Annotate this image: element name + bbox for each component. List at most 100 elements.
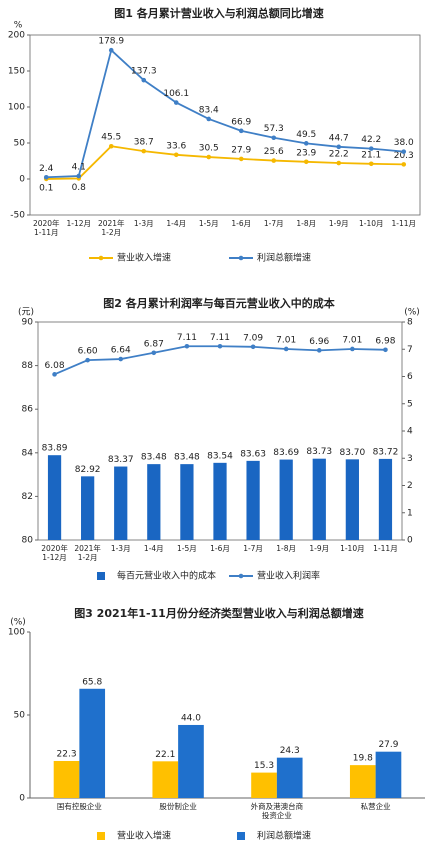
x-tick-label: 1-6月 xyxy=(210,544,230,553)
y2-tick-label: 5 xyxy=(407,399,413,409)
bar xyxy=(276,757,303,798)
x-tick-label-box: 1-9月 xyxy=(329,219,349,228)
bar xyxy=(375,751,402,798)
legend-label: 营业收入增速 xyxy=(117,252,171,264)
y-tick-label: 200 xyxy=(8,31,25,41)
data-label: 83.54 xyxy=(207,451,233,461)
x-tick-label-box: 1-10月 xyxy=(358,219,384,228)
point xyxy=(271,158,277,163)
chart-title: 图2 各月累计利润率与每百元营业收入中的成本 xyxy=(103,296,334,310)
point xyxy=(173,100,179,105)
x-tick-label: 2021年 1-2月 xyxy=(97,219,125,237)
data-label: 44.0 xyxy=(181,713,201,723)
bar xyxy=(279,459,293,540)
x-tick-label: 1-10月 xyxy=(358,219,384,228)
bar xyxy=(79,688,106,798)
data-label: 38.7 xyxy=(134,138,154,148)
x-tick-label: 1-8月 xyxy=(296,219,317,228)
x-tick-label: 1-7月 xyxy=(263,219,284,228)
x-tick-label-box: 私营企业 xyxy=(360,802,391,811)
data-label: 7.11 xyxy=(177,333,197,343)
data-label: 66.9 xyxy=(231,117,251,127)
x-tick-label: 1-5月 xyxy=(177,544,197,553)
data-label: 83.72 xyxy=(373,447,399,457)
y2-tick-label: 1 xyxy=(407,508,413,518)
data-label: 0.1 xyxy=(39,183,53,193)
y-tick-label: 88 xyxy=(22,361,34,371)
data-label: 83.69 xyxy=(273,448,299,458)
point xyxy=(303,141,309,146)
legend-swatch xyxy=(237,832,245,840)
bar xyxy=(147,464,161,540)
point xyxy=(206,116,212,122)
legend-label: 营业收入增速 xyxy=(117,830,171,842)
data-label: 83.70 xyxy=(339,448,365,458)
data-label: 22.3 xyxy=(57,749,77,759)
data-label: 27.9 xyxy=(378,740,398,750)
data-label: 45.5 xyxy=(101,133,121,143)
x-tick-label: 股份制企业 xyxy=(159,802,197,811)
data-label: 24.3 xyxy=(280,746,300,756)
data-label: 23.9 xyxy=(296,148,316,158)
point xyxy=(336,144,342,150)
y-tick-label: 80 xyxy=(22,536,34,546)
x-tick-label: 1-6月 xyxy=(231,219,252,228)
data-label: 15.3 xyxy=(254,761,274,771)
x-tick-label-box: 1-9月 xyxy=(309,544,330,553)
x-tick-label: 私营企业 xyxy=(360,802,391,811)
legend-dot xyxy=(238,255,244,261)
bar xyxy=(213,462,227,540)
legend-dot xyxy=(98,255,104,261)
legend-dot xyxy=(238,573,244,579)
data-label: 7.01 xyxy=(276,335,296,345)
x-tick-label-box: 1-6月 xyxy=(210,544,230,553)
bar xyxy=(312,458,326,540)
bar xyxy=(114,466,128,540)
data-label: 21.1 xyxy=(361,150,381,160)
data-label: 2.4 xyxy=(39,164,54,174)
point xyxy=(141,148,147,154)
point xyxy=(368,161,374,167)
point xyxy=(250,344,256,350)
y2-tick-label: 7 xyxy=(407,345,413,355)
plot-frame xyxy=(29,34,421,216)
legend-swatch xyxy=(97,832,105,840)
x-tick-label-box: 2020年 1-11月 xyxy=(33,219,60,237)
point xyxy=(383,347,388,353)
x-tick-label: 1-9月 xyxy=(309,544,330,553)
data-label: 7.11 xyxy=(210,333,230,343)
y2-tick-label: 4 xyxy=(407,427,413,437)
x-tick-label: 2021年 1-2月 xyxy=(74,544,101,562)
data-label: 25.6 xyxy=(264,147,284,157)
x-tick-label-box: 1-6月 xyxy=(231,219,252,228)
x-tick-label: 1-8月 xyxy=(276,544,297,553)
data-label: 42.2 xyxy=(361,135,381,145)
data-label: 106.1 xyxy=(163,89,189,99)
point xyxy=(401,162,407,167)
line xyxy=(46,48,404,179)
y-tick-label: 84 xyxy=(22,448,34,458)
y2-tick-label: 3 xyxy=(407,454,413,464)
y-axis-label: (%) xyxy=(10,618,26,628)
bar xyxy=(47,455,62,540)
data-label: 22.1 xyxy=(155,750,175,760)
point xyxy=(151,350,157,356)
x-tick-label-box: 股份制企业 xyxy=(159,802,197,811)
x-tick-label-box: 1-12月 xyxy=(66,219,91,228)
bar xyxy=(180,464,194,540)
y-tick-label: 100 xyxy=(8,103,25,113)
chart-title: 图1 各月累计营业收入与利润总额同比增速 xyxy=(114,6,323,20)
x-tick-label-box: 1-3月 xyxy=(111,544,131,553)
data-label: 6.96 xyxy=(309,337,329,347)
x-tick-label-box: 1-7月 xyxy=(243,544,263,553)
bar xyxy=(178,724,204,798)
bar xyxy=(349,765,376,798)
point xyxy=(108,143,114,149)
point xyxy=(336,160,342,166)
data-label: 6.08 xyxy=(45,361,65,371)
y2-tick-label: 6 xyxy=(407,372,413,382)
y-tick-label: 0 xyxy=(19,175,25,185)
y2-tick-label: 2 xyxy=(407,481,413,491)
data-label: 19.8 xyxy=(353,754,373,764)
x-tick-label-box: 1-10月 xyxy=(340,544,365,553)
